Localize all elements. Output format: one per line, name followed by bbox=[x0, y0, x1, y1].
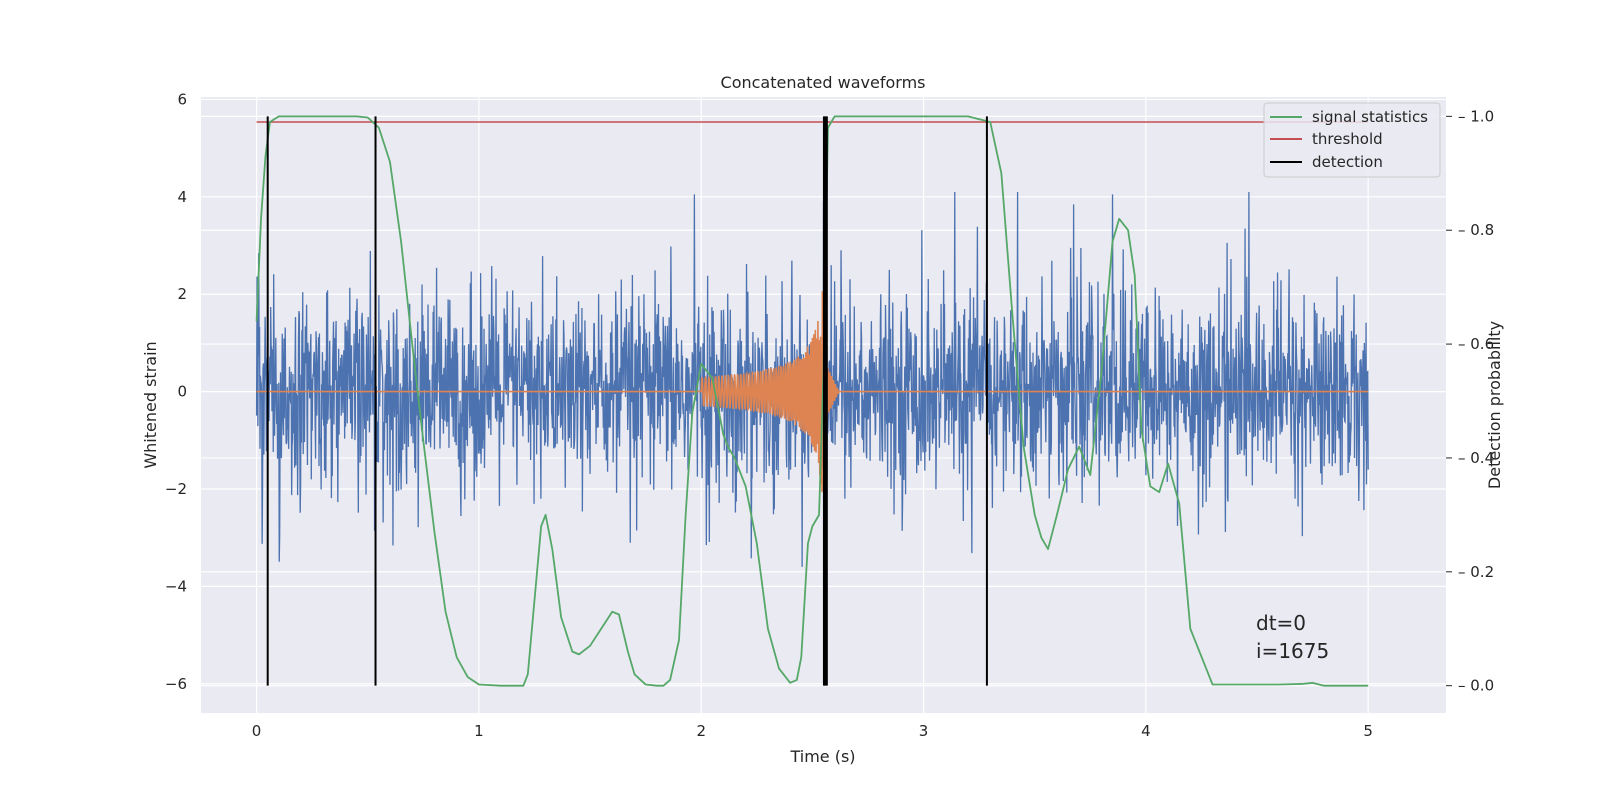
y2-tick-label: – 0.0 bbox=[1458, 677, 1494, 695]
y2-tick-label: – 0.2 bbox=[1458, 563, 1494, 581]
annotation-dt: dt=0 bbox=[1256, 611, 1306, 635]
x-axis-ticks: 0 1 2 3 4 5 bbox=[252, 722, 1373, 740]
x-tick-label: 3 bbox=[919, 722, 929, 740]
series-injected-waveform bbox=[256, 239, 1369, 597]
x-tick-label: 2 bbox=[696, 722, 706, 740]
legend-label-threshold: threshold bbox=[1312, 130, 1383, 148]
x-axis-label: Time (s) bbox=[789, 747, 855, 766]
y2-tick-label: – 0.6 bbox=[1458, 335, 1494, 353]
y-tick-label: 2 bbox=[177, 285, 187, 303]
x-tick-label: 1 bbox=[474, 722, 484, 740]
y-tick-label: 4 bbox=[177, 188, 187, 206]
y2-tick-label: – 0.8 bbox=[1458, 221, 1494, 239]
y2-axis-label: Detection probability bbox=[1485, 321, 1504, 489]
y-axis-ticks: 6 4 2 0 −2 −4 −6 bbox=[165, 90, 187, 692]
y2-axis-ticks: – 1.0 – 0.8 – 0.6 – 0.4 – 0.2 – 0.0 bbox=[1446, 107, 1494, 695]
series-signal-statistics bbox=[255, 115, 1369, 687]
x-tick-label: 0 bbox=[252, 722, 262, 740]
y-tick-label: −4 bbox=[165, 577, 187, 595]
y-tick-label: 6 bbox=[177, 90, 187, 108]
chart-title: Concatenated waveforms bbox=[721, 73, 926, 92]
legend-label-detection: detection bbox=[1312, 153, 1383, 171]
y2-tick-label: – 0.4 bbox=[1458, 449, 1494, 467]
y-axis-label: Whitened strain bbox=[141, 341, 160, 468]
y-tick-label: 0 bbox=[177, 383, 187, 401]
y2-tick-label: – 1.0 bbox=[1458, 107, 1494, 125]
series-layer bbox=[255, 115, 1369, 687]
x-tick-label: 4 bbox=[1141, 722, 1151, 740]
annotation-index: i=1675 bbox=[1256, 639, 1329, 663]
y-tick-label: −2 bbox=[165, 480, 187, 498]
legend-label-signal-statistics: signal statistics bbox=[1312, 108, 1428, 126]
y-tick-label: −6 bbox=[165, 675, 187, 693]
legend-frame bbox=[1263, 102, 1441, 178]
legend: signal statistics threshold detection bbox=[1263, 102, 1441, 178]
x-tick-label: 5 bbox=[1363, 722, 1373, 740]
